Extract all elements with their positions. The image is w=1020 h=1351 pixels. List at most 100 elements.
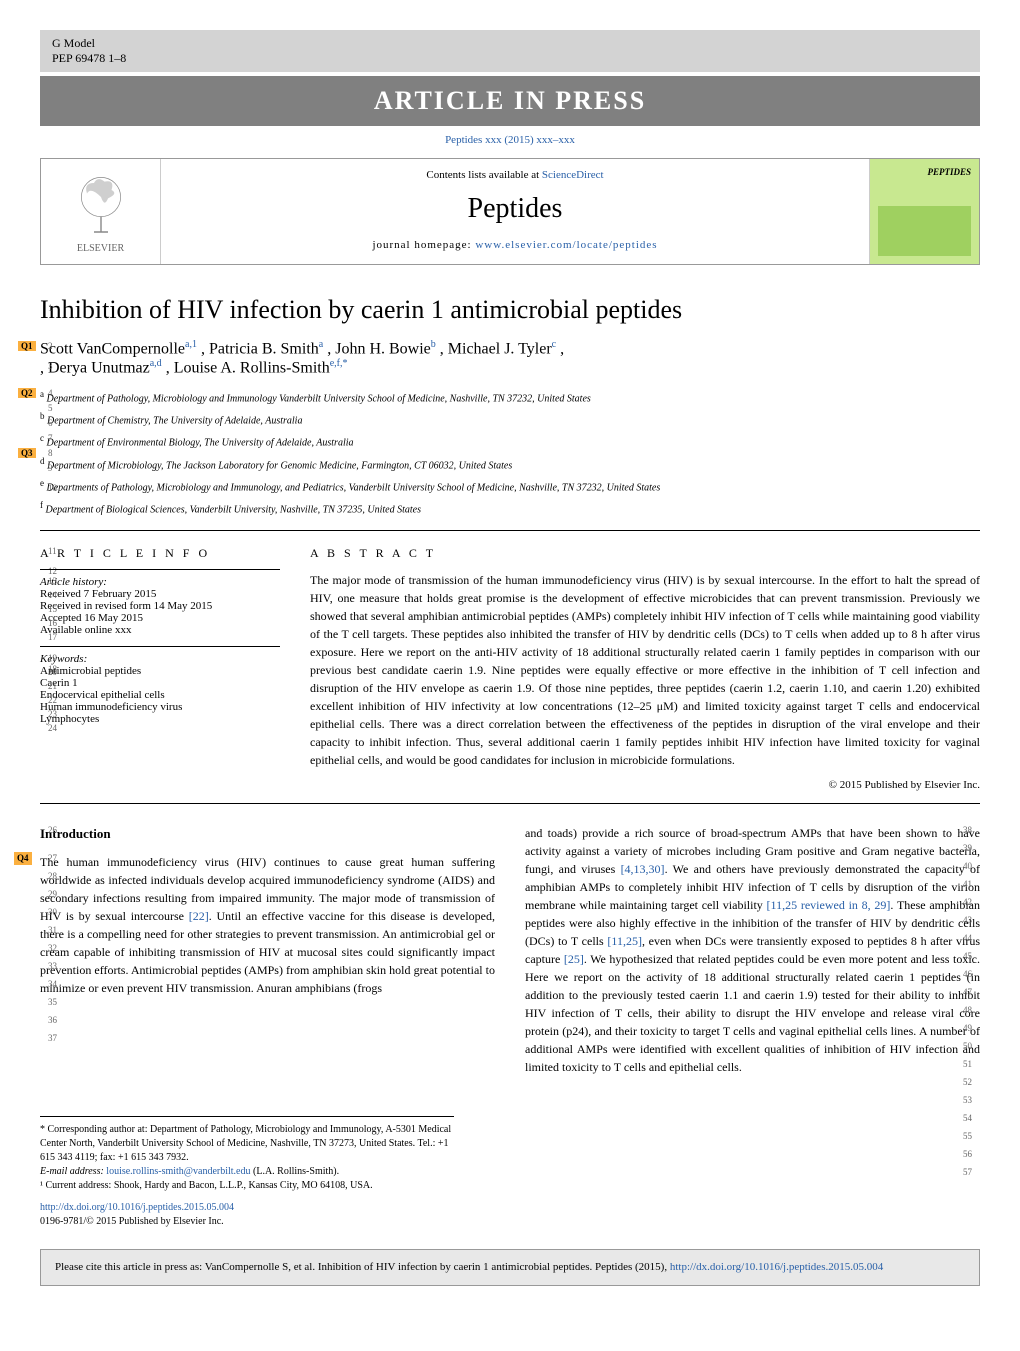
line-num: 16 — [48, 618, 57, 628]
line-num: 35 — [48, 996, 57, 1010]
abstract-copyright: © 2015 Published by Elsevier Inc. — [310, 779, 980, 791]
affiliation: f Department of Biological Sciences, Van… — [40, 499, 980, 517]
keyword: Human immunodeficiency virus — [40, 701, 280, 713]
history-block: 13 Article history: 14 Received 7 Februa… — [40, 569, 280, 636]
section-rule — [40, 803, 980, 804]
author: , Derya Unutmaz — [40, 360, 150, 377]
section-rule — [40, 530, 980, 531]
model-header: G Model PEP 69478 1–8 — [40, 30, 980, 72]
aff-label: c — [40, 433, 44, 443]
line-num: 19 — [48, 653, 57, 663]
line-num: 8 — [48, 448, 53, 458]
contents-list-line: Contents lists available at ScienceDirec… — [181, 169, 849, 181]
line-num: 38 — [963, 824, 972, 838]
line-num: 13 — [48, 576, 57, 586]
footnote-1: ¹ Current address: Shook, Hardy and Baco… — [40, 1179, 454, 1193]
issn-line: 0196-9781/© 2015 Published by Elsevier I… — [40, 1216, 224, 1227]
peptides-issue-link[interactable]: Peptides xxx (2015) xxx–xxx — [445, 134, 575, 146]
homepage-label: journal homepage: — [372, 239, 475, 251]
line-num: 20 — [48, 667, 57, 677]
aff-text: Department of Environmental Biology, The… — [47, 438, 354, 449]
article-info-heading: a r t i c l e i n f o — [40, 546, 280, 561]
author-sup: e,f,* — [330, 358, 348, 369]
q2-tag: Q2 — [18, 388, 36, 398]
journal-cover-thumbnail: PEPTIDES — [869, 159, 979, 264]
sciencedirect-link[interactable]: ScienceDirect — [542, 169, 604, 181]
cite-this-article-box: Please cite this article in press as: Va… — [40, 1249, 980, 1286]
line-num: 29 — [48, 888, 57, 902]
info-abstract-row: 11 a r t i c l e i n f o 12 13 Article h… — [40, 546, 980, 791]
aff-label: a — [40, 389, 44, 399]
cover-title: PEPTIDES — [878, 167, 971, 177]
q3-tag: Q3 — [18, 448, 36, 458]
line-num: 33 — [48, 960, 57, 974]
doi-link[interactable]: http://dx.doi.org/10.1016/j.peptides.201… — [40, 1202, 234, 1213]
author: Scott VanCompernolle — [40, 340, 185, 357]
article-in-press-banner: ARTICLE IN PRESS — [40, 76, 980, 126]
email-line: E-mail address: louise.rollins-smith@van… — [40, 1165, 454, 1179]
line-num: 39 — [963, 842, 972, 856]
body-col-left: 26 Introduction Q4 The human immunodefic… — [40, 824, 495, 1076]
abstract-column: a b s t r a c t The major mode of transm… — [310, 546, 980, 791]
body-columns: 26 Introduction Q4 The human immunodefic… — [40, 824, 980, 1076]
aff-text: Department of Microbiology, The Jackson … — [47, 460, 512, 471]
affiliation: d Department of Microbiology, The Jackso… — [40, 455, 980, 473]
email-name: (L.A. Rollins-Smith). — [251, 1166, 340, 1177]
line-num: 11 — [48, 546, 57, 556]
line-num: 9 — [48, 463, 53, 473]
line-num: 49 — [963, 1022, 972, 1036]
line-num: 27 — [48, 852, 57, 866]
line-num: 2 — [48, 341, 53, 351]
abstract-heading: a b s t r a c t — [310, 546, 980, 561]
keywords-label: Keywords: — [40, 653, 280, 665]
line-num: 46 — [963, 968, 972, 982]
journal-homepage: journal homepage: www.elsevier.com/locat… — [181, 239, 849, 251]
elsevier-tree-icon — [66, 169, 136, 239]
author: , John H. Bowie — [327, 340, 431, 357]
email-label: E-mail address: — [40, 1166, 106, 1177]
keyword: Antimicrobial peptides — [40, 665, 280, 677]
q4-tag: Q4 — [14, 852, 32, 866]
affiliation: a Department of Pathology, Microbiology … — [40, 388, 980, 406]
author-sup: a — [319, 339, 323, 350]
line-num: 40 — [963, 860, 972, 874]
line-num: 37 — [48, 1032, 57, 1046]
line-num: 57 — [963, 1166, 972, 1180]
line-num: 24 — [48, 723, 57, 733]
cite-text: Please cite this article in press as: Va… — [55, 1261, 670, 1273]
line-num: 17 — [48, 632, 57, 642]
affiliation: b Department of Chemistry, The Universit… — [40, 410, 980, 428]
line-num: 34 — [48, 978, 57, 992]
received-date: Received 7 February 2015 — [40, 588, 280, 600]
doi-block: http://dx.doi.org/10.1016/j.peptides.201… — [40, 1201, 454, 1229]
cover-graphic — [878, 206, 971, 256]
author: , Michael J. Tyler — [440, 340, 552, 357]
journal-ref-link[interactable]: Peptides xxx (2015) xxx–xxx — [40, 134, 980, 146]
aff-label: f — [40, 500, 43, 510]
line-num: 22 — [48, 695, 57, 705]
intro-heading: Introduction — [40, 824, 495, 844]
line-num: 31 — [48, 924, 57, 938]
online-date: Available online xxx — [40, 624, 280, 636]
line-num: 5 — [48, 403, 53, 413]
article-title: Inhibition of HIV infection by caerin 1 … — [40, 295, 980, 325]
history-label: Article history: — [40, 576, 280, 588]
model-line1: G Model — [52, 36, 968, 51]
cite-doi-link[interactable]: http://dx.doi.org/10.1016/j.peptides.201… — [670, 1261, 883, 1273]
keyword: Lymphocytes — [40, 713, 280, 725]
line-num: 56 — [963, 1148, 972, 1162]
line-num: 54 — [963, 1112, 972, 1126]
line-num: 26 — [48, 824, 57, 838]
abstract-text: The major mode of transmission of the hu… — [310, 571, 980, 769]
aff-label: e — [40, 478, 44, 488]
line-num: 53 — [963, 1094, 972, 1108]
homepage-link[interactable]: www.elsevier.com/locate/peptides — [475, 239, 657, 251]
model-line2: PEP 69478 1–8 — [52, 51, 968, 66]
line-num: 28 — [48, 870, 57, 884]
email-link[interactable]: louise.rollins-smith@vanderbilt.edu — [106, 1166, 250, 1177]
line-num: 4 — [48, 388, 53, 398]
intro-text-cont: and toads) provide a rich source of broa… — [525, 826, 980, 1074]
line-num: 42 — [963, 896, 972, 910]
q1-tag: Q1 — [18, 341, 36, 351]
intro-paragraph-cont: and toads) provide a rich source of broa… — [525, 824, 980, 1076]
